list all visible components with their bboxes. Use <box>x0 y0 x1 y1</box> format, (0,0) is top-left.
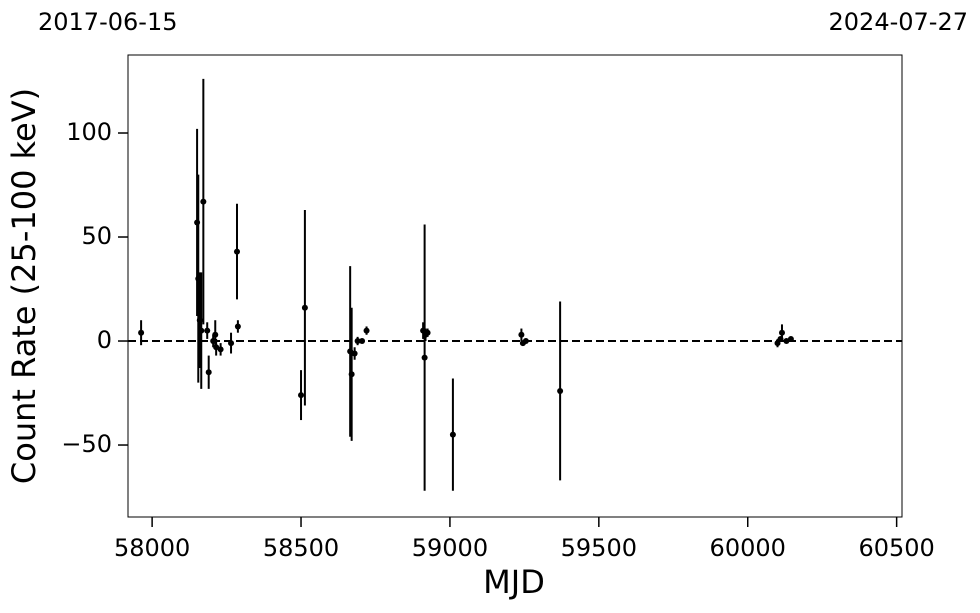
data-point <box>348 371 355 378</box>
data-point <box>557 387 564 394</box>
y-axis-label: Count Rate (25-100 keV) <box>5 88 43 484</box>
y-tick-label: 0 <box>97 326 112 354</box>
x-tick-label: 58000 <box>114 534 190 562</box>
data-point <box>522 338 529 345</box>
data-point <box>234 323 241 330</box>
y-tick-label: 50 <box>81 222 112 250</box>
data-point <box>351 350 358 357</box>
x-axis-label: MJD <box>483 563 545 601</box>
data-point <box>198 327 205 334</box>
y-tick-label: −50 <box>61 430 112 458</box>
data-point <box>217 346 224 353</box>
plot-frame <box>127 54 903 518</box>
data-point <box>228 340 235 347</box>
data-point <box>518 331 525 338</box>
data-point <box>138 329 145 336</box>
data-point <box>298 392 305 399</box>
data-point <box>213 344 220 351</box>
data-point <box>778 329 785 336</box>
data-point <box>783 338 790 345</box>
data-point <box>354 338 361 345</box>
data-point <box>204 327 211 334</box>
x-tick-label: 58500 <box>263 534 339 562</box>
data-point <box>212 331 219 338</box>
start-date-label: 2017-06-15 <box>38 8 177 36</box>
x-tick-label: 59500 <box>561 534 637 562</box>
data-point <box>774 340 781 347</box>
data-point <box>363 327 370 334</box>
x-tick-label: 60500 <box>858 534 934 562</box>
data-point <box>301 304 308 311</box>
end-date-label: 2024-07-27 <box>829 8 968 36</box>
data-point <box>424 329 431 336</box>
data-point <box>200 198 207 205</box>
data-point <box>421 354 428 361</box>
x-tick-label: 59000 <box>412 534 488 562</box>
data-point <box>787 335 794 342</box>
x-tick-label: 60000 <box>710 534 786 562</box>
data-point <box>449 431 456 438</box>
data-point <box>233 248 240 255</box>
y-tick-label: 100 <box>66 118 112 146</box>
data-point <box>205 369 212 376</box>
data-point <box>359 338 366 345</box>
